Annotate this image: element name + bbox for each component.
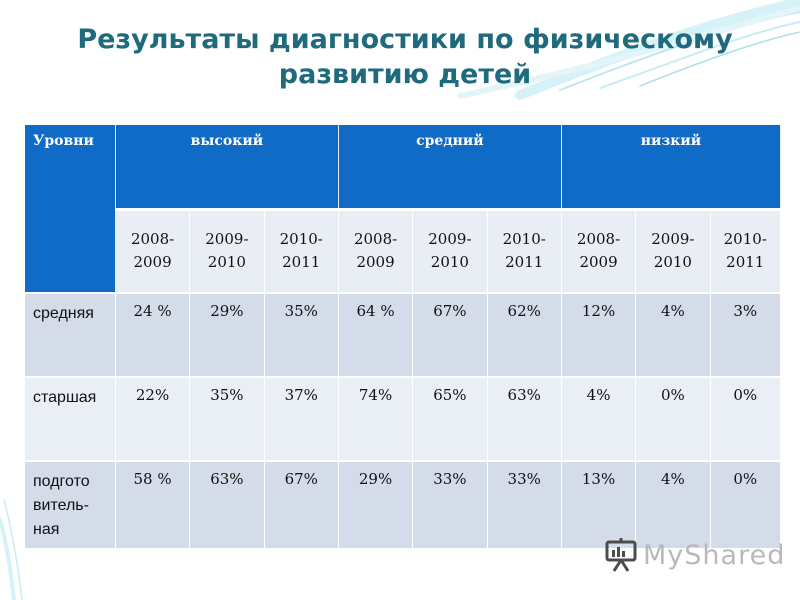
table-cell: 33%: [412, 460, 488, 548]
table-cell: 4%: [561, 376, 637, 461]
watermark: MyShared: [605, 538, 785, 572]
watermark-text: MyShared: [643, 539, 786, 571]
table-row: старшая 22% 35% 37% 74% 65% 63% 4% 0% 0%: [25, 376, 782, 461]
table-row: подгото витель- ная 58 % 63% 67% 29% 33%…: [25, 460, 782, 548]
year-header: 2010- 2011: [710, 207, 782, 293]
year-header: 2010- 2011: [264, 207, 339, 293]
year-header: 2009- 2010: [635, 207, 711, 293]
table-cell: 67%: [264, 460, 339, 548]
group-header-low: низкий: [561, 125, 782, 209]
table-cell: 0%: [710, 376, 782, 461]
table-cell: 62%: [487, 292, 562, 377]
table-cell: 58 %: [115, 460, 191, 548]
table-cell: 4%: [635, 292, 711, 377]
year-header: 2010- 2011: [487, 207, 562, 293]
table-cell: 33%: [487, 460, 562, 548]
table-cell: 63%: [487, 376, 562, 461]
table-cell: 64 %: [338, 292, 414, 377]
table-cell: 35%: [189, 376, 265, 461]
levels-header: Уровни: [25, 125, 116, 293]
row-label: средняя: [25, 292, 116, 377]
table-cell: 0%: [635, 376, 711, 461]
presentation-board-icon: [605, 538, 637, 572]
table-cell: 0%: [710, 460, 782, 548]
header-row: Уровни высокий средний низкий: [25, 125, 782, 293]
year-header: 2009- 2010: [412, 207, 488, 293]
group-header-high: высокий: [115, 125, 339, 209]
row-label: старшая: [25, 376, 116, 461]
table-cell: 29%: [189, 292, 265, 377]
row-label: подгото витель- ная: [25, 460, 116, 548]
table-cell: 74%: [338, 376, 414, 461]
years-row: 2008- 2009 2009- 2010 2010- 2011 2008- 2…: [25, 207, 782, 293]
table-cell: 29%: [338, 460, 414, 548]
table-cell: 13%: [561, 460, 637, 548]
table-cell: 63%: [189, 460, 265, 548]
table-cell: 65%: [412, 376, 488, 461]
table-cell: 37%: [264, 376, 339, 461]
table-cell: 4%: [635, 460, 711, 548]
table-cell: 67%: [412, 292, 488, 377]
year-header: 2008- 2009: [115, 207, 191, 293]
results-table: Уровни высокий средний низкий 2008- 2009…: [25, 125, 782, 548]
year-header: 2008- 2009: [338, 207, 414, 293]
year-header: 2009- 2010: [189, 207, 265, 293]
table-cell: 35%: [264, 292, 339, 377]
table-cell: 12%: [561, 292, 637, 377]
table-row: средняя 24 % 29% 35% 64 % 67% 62% 12% 4%…: [25, 292, 782, 377]
page-title: Результаты диагностики по физическому ра…: [77, 24, 733, 90]
table-cell: 24 %: [115, 292, 191, 377]
year-header: 2008- 2009: [561, 207, 637, 293]
table-cell: 22%: [115, 376, 191, 461]
table-cell: 3%: [710, 292, 782, 377]
group-header-medium: средний: [338, 125, 562, 209]
